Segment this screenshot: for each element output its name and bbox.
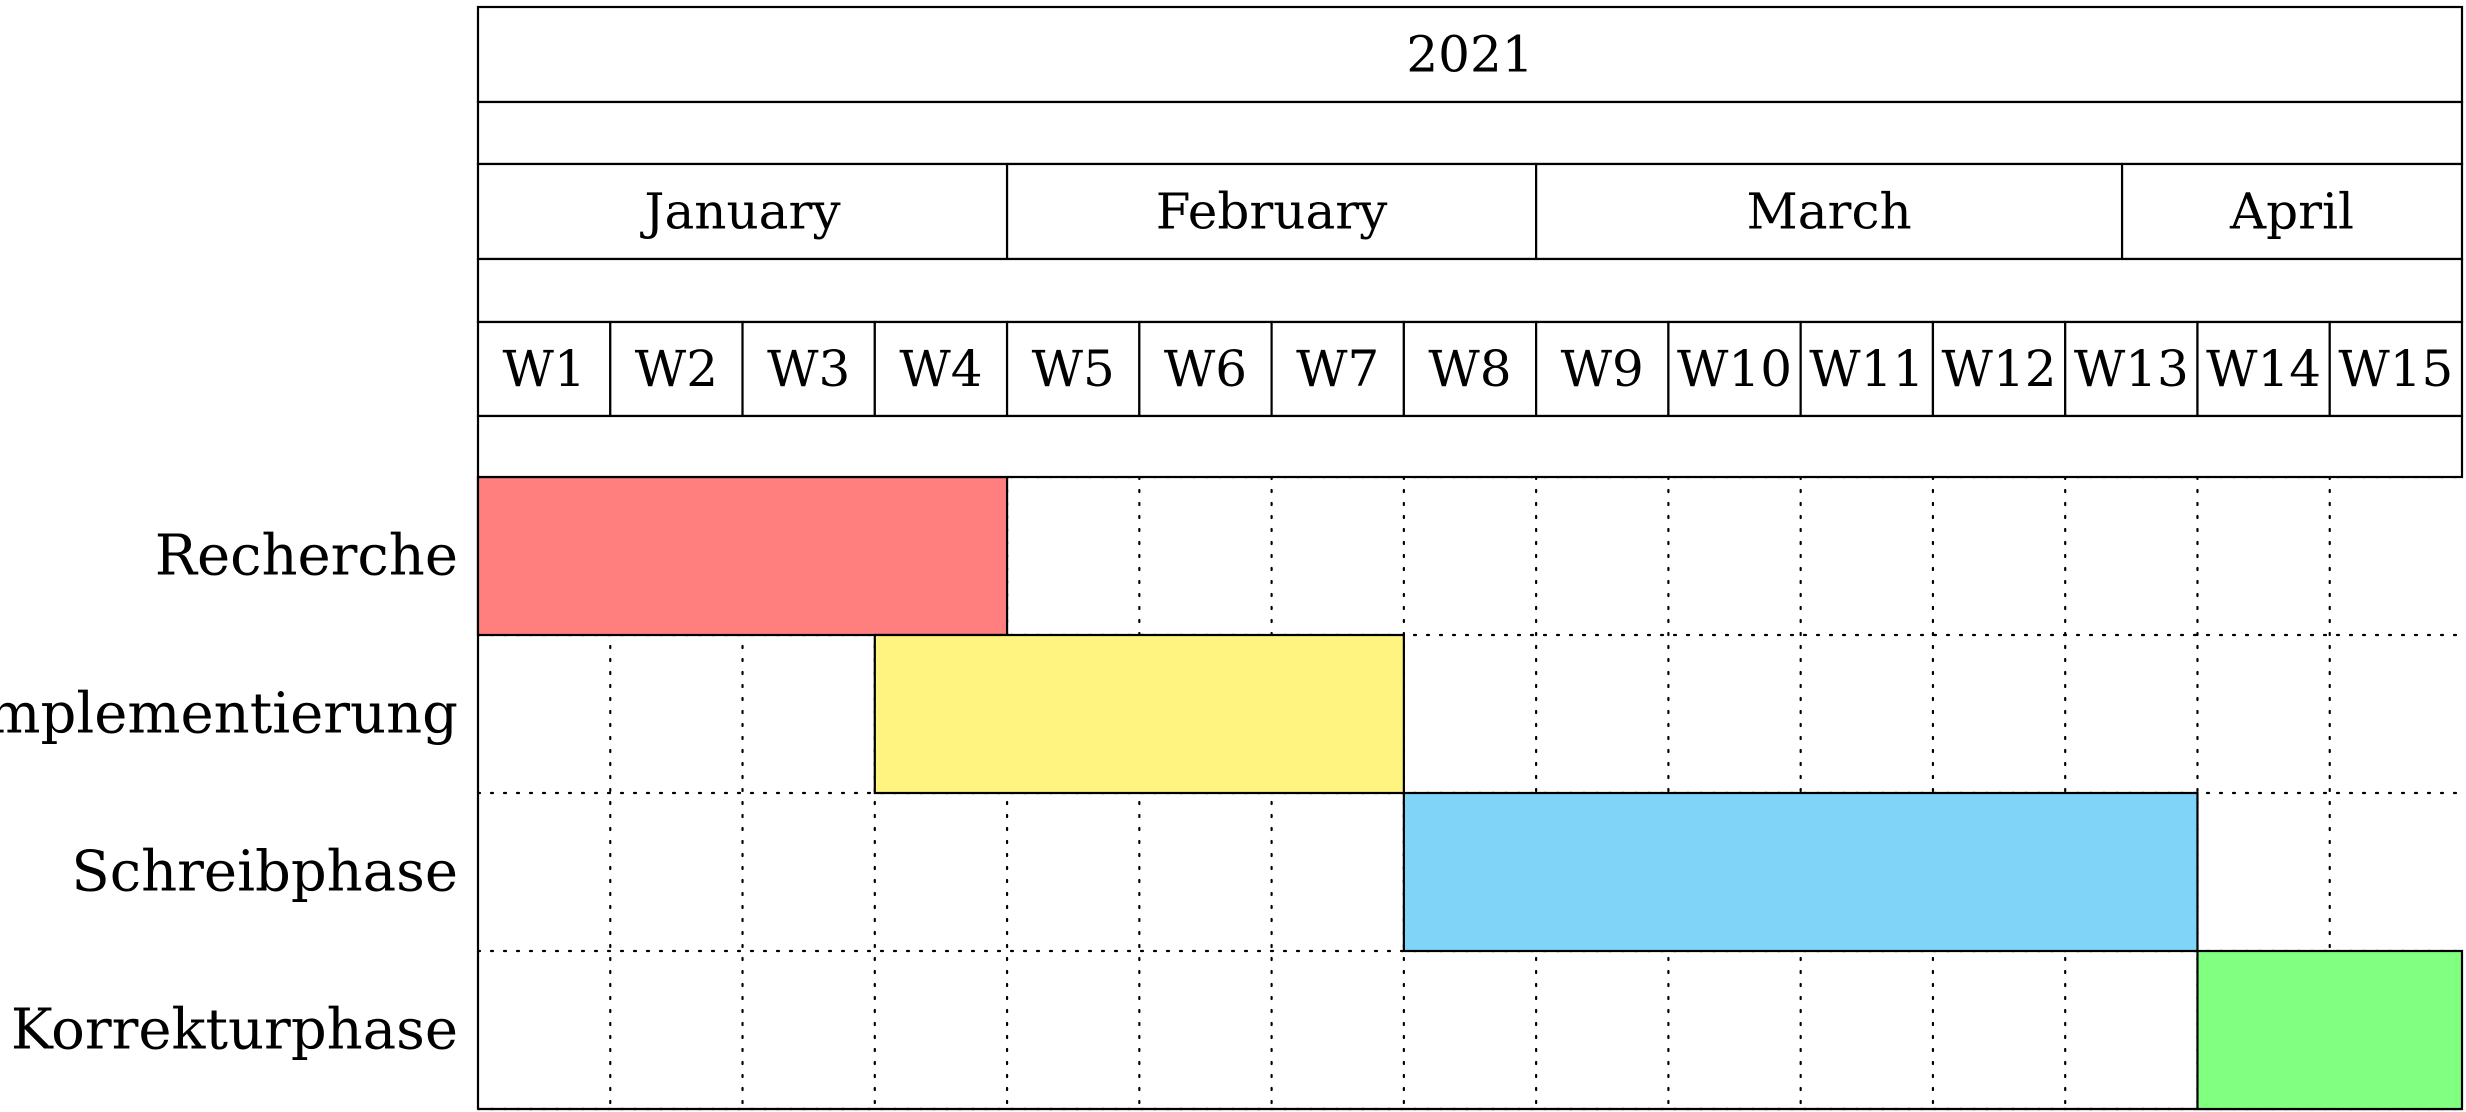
- task-bars: [476, 475, 2464, 1111]
- week-label: W9: [1561, 340, 1644, 398]
- week-cell: [2064, 320, 2199, 418]
- header-spacer: [476, 100, 2464, 166]
- task-labels: Recherche Implementierung Schreibphase Korr…: [0, 524, 458, 1063]
- week-cell: [1005, 320, 1141, 418]
- week-cell: [1402, 320, 1538, 418]
- week-cell: [873, 320, 1009, 418]
- month-label: February: [1156, 183, 1388, 241]
- week-label: W14: [2206, 340, 2321, 398]
- week-label: W12: [1942, 340, 2057, 398]
- task-bar-schreibphase: [1402, 791, 2199, 953]
- month-label: March: [1747, 183, 1912, 241]
- week-label: W2: [635, 340, 718, 398]
- task-label: Recherche: [155, 524, 458, 589]
- week-cell: [1931, 320, 2067, 418]
- task-bar-recherche: [476, 475, 1009, 637]
- week-cell: [1138, 320, 1273, 418]
- task-label: Implementierung: [0, 682, 458, 747]
- month-cell: [1005, 162, 1538, 261]
- week-label: W7: [1296, 340, 1379, 398]
- month-label: April: [2229, 183, 2354, 241]
- task-bar-korrekturphase: [2196, 949, 2464, 1111]
- task-bar-implementierung: [873, 633, 1405, 795]
- month-cell: [476, 162, 1009, 261]
- week-cell: [741, 320, 876, 418]
- week-cell: [2196, 320, 2331, 418]
- week-label: W15: [2338, 340, 2453, 398]
- header-spacer: [476, 257, 2464, 324]
- week-label: W13: [2074, 340, 2189, 398]
- header-spacer: [476, 414, 2464, 479]
- calendar-header: 2021 January February March April W1 W2 W3 W4 W5 W…: [476, 5, 2464, 479]
- month-cell: [2120, 162, 2464, 261]
- month-label: January: [639, 183, 841, 241]
- week-label: W3: [767, 340, 850, 398]
- year-label: 2021: [1406, 26, 1533, 84]
- week-label: W10: [1677, 340, 1792, 398]
- week-label: W1: [503, 340, 586, 398]
- week-label: W4: [899, 340, 982, 398]
- week-label: W8: [1428, 340, 1511, 398]
- task-label: Korrekturphase: [11, 998, 458, 1063]
- week-label: W11: [1809, 340, 1924, 398]
- week-label: W6: [1164, 340, 1247, 398]
- month-cell: [1535, 162, 2124, 261]
- task-label: Schreibphase: [71, 840, 458, 905]
- week-label: W5: [1032, 340, 1115, 398]
